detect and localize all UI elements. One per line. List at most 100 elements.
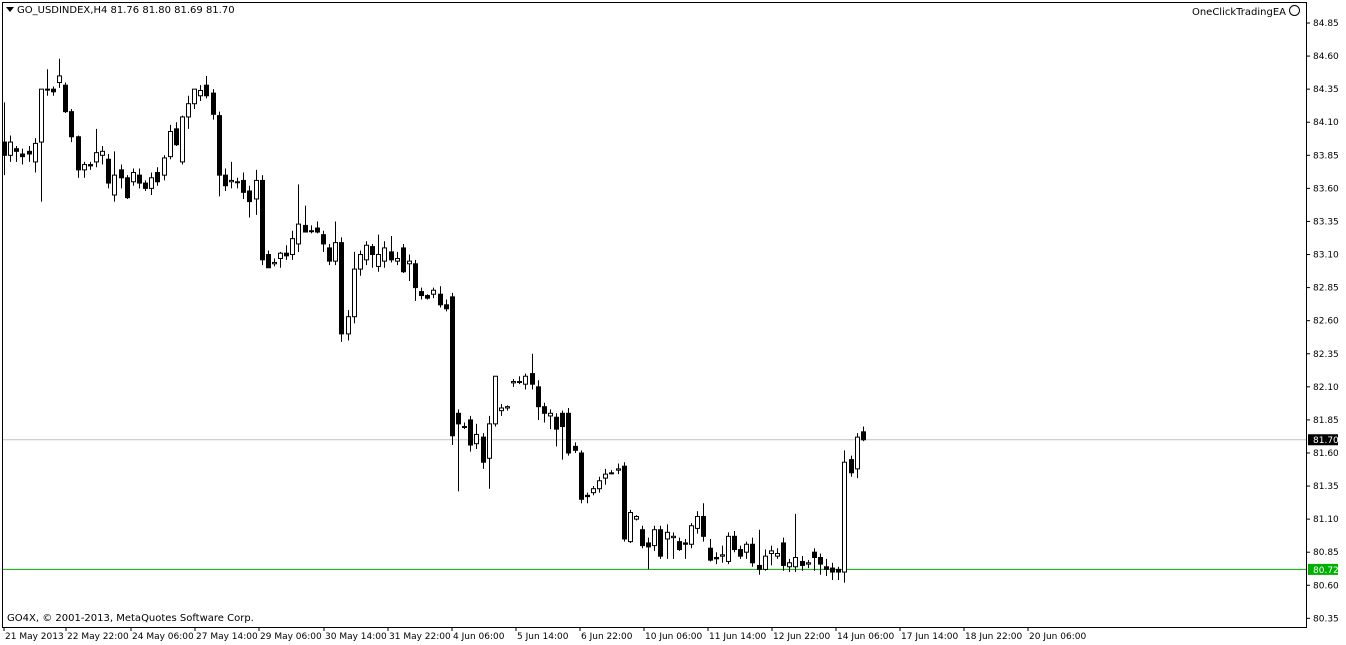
x-tick-label: 12 Jun 22:00: [773, 632, 830, 642]
y-tick-label: 82.85: [1313, 284, 1339, 294]
candle-bull: [395, 257, 400, 262]
candle-bull: [671, 535, 676, 539]
candle-bull: [548, 412, 553, 417]
x-tick-label: 30 May 14:00: [325, 632, 387, 642]
dropdown-triangle-icon[interactable]: [6, 7, 14, 12]
candle-bull: [511, 381, 516, 384]
candle-bull: [695, 515, 700, 529]
candle-bear: [339, 242, 344, 335]
smiley-icon: [1289, 5, 1300, 16]
candle-bear: [818, 556, 823, 565]
candle-bear: [137, 174, 142, 184]
candle-bull: [505, 406, 510, 409]
candle-bull: [720, 554, 725, 557]
candle-bull: [855, 436, 860, 470]
candle-bear: [370, 246, 375, 256]
x-tick-label: 22 May 22:00: [67, 632, 129, 642]
candle-bull: [517, 381, 522, 384]
candle-bull: [689, 525, 694, 545]
candle-bear: [63, 84, 68, 113]
candle-bull: [726, 535, 731, 562]
candle-bull: [272, 261, 277, 265]
candle-bull: [793, 556, 798, 568]
candle-bear: [247, 190, 252, 203]
candle-bear: [327, 247, 332, 262]
candle-bull: [616, 468, 621, 471]
candle-bear: [204, 84, 209, 97]
candle-bull: [192, 88, 197, 105]
candle-bear: [701, 515, 706, 537]
candle-bear: [658, 529, 663, 557]
candle-bear: [2, 141, 7, 156]
candle-bear: [714, 556, 719, 560]
candle-bear: [824, 566, 829, 570]
candle-bull: [45, 88, 50, 91]
candle-bear: [450, 296, 455, 437]
candle-bear: [155, 171, 160, 183]
x-tick-label: 10 Jun 06:00: [645, 632, 702, 642]
candle-bear: [76, 136, 81, 171]
candle-bull: [57, 75, 62, 84]
candle-bull: [149, 177, 154, 189]
x-tick-label: 29 May 06:00: [260, 632, 322, 642]
y-tick-label: 83.35: [1313, 217, 1339, 227]
y-tick-label: 84.60: [1313, 52, 1339, 62]
y-tick-label: 80.60: [1313, 581, 1339, 591]
candle-bull: [744, 543, 749, 553]
candle-bull: [33, 142, 38, 163]
x-tick-label: 21 May 2013: [5, 632, 64, 642]
candle-bear: [542, 406, 547, 414]
candle-bull: [296, 223, 301, 245]
chart-plot-area[interactable]: [2, 2, 1307, 628]
candle-bull: [180, 116, 185, 163]
y-tick-label: 81.60: [1313, 449, 1339, 459]
y-tick-label: 82.35: [1313, 350, 1339, 360]
candle-bull: [634, 515, 639, 520]
candle-bull: [597, 480, 602, 490]
candle-bull: [112, 174, 117, 196]
candle-bull: [652, 529, 657, 547]
copyright-text: GO4X, © 2001-2013, MetaQuotes Software C…: [7, 613, 254, 624]
candle-bear: [20, 153, 25, 158]
candle-bear: [241, 179, 246, 193]
candle-bear: [836, 568, 841, 573]
candle-bull: [665, 531, 670, 540]
y-tick-label: 81.35: [1313, 482, 1339, 492]
y-tick-label: 83.10: [1313, 251, 1339, 261]
candle-bear: [861, 431, 866, 441]
candle-bear: [51, 88, 56, 93]
x-tick-label: 18 Jun 22:00: [965, 632, 1022, 642]
y-tick-label: 81.85: [1313, 416, 1339, 426]
candle-bear: [677, 541, 682, 551]
candle-bear: [143, 182, 148, 189]
candle-bear: [683, 542, 688, 545]
candle-bear: [732, 535, 737, 551]
symbol-line: GO_USDINDEX,H4 81.76 81.80 81.69 81.70: [17, 5, 235, 16]
candle-bull: [290, 238, 295, 256]
candle-bear: [401, 247, 406, 273]
candle-bull: [346, 316, 351, 335]
y-tick-label: 80.35: [1313, 614, 1339, 624]
candle-bear: [849, 459, 854, 474]
candle-bear: [211, 92, 216, 115]
candle-bear: [119, 169, 124, 179]
candle-bull: [769, 550, 774, 555]
candle-bear: [444, 304, 449, 310]
candle-bear: [481, 436, 486, 463]
candle-bull: [82, 164, 87, 171]
x-tick-label: 4 Jun 06:00: [453, 632, 505, 642]
candle-bear: [27, 150, 32, 155]
candle-bear: [738, 549, 743, 557]
candle-bear: [88, 164, 93, 167]
candle-bull: [523, 375, 528, 385]
candle-bull: [352, 268, 357, 318]
current-price-label-bg: [1308, 434, 1338, 446]
candle-bear: [14, 148, 19, 152]
y-tick-label: 82.10: [1313, 383, 1339, 393]
candle-bull: [376, 254, 381, 267]
candle-bear: [425, 295, 430, 299]
y-tick-label: 80.85: [1313, 548, 1339, 558]
candle-bear: [585, 494, 590, 498]
candle-bear: [174, 128, 179, 146]
candle-bear: [573, 445, 578, 451]
